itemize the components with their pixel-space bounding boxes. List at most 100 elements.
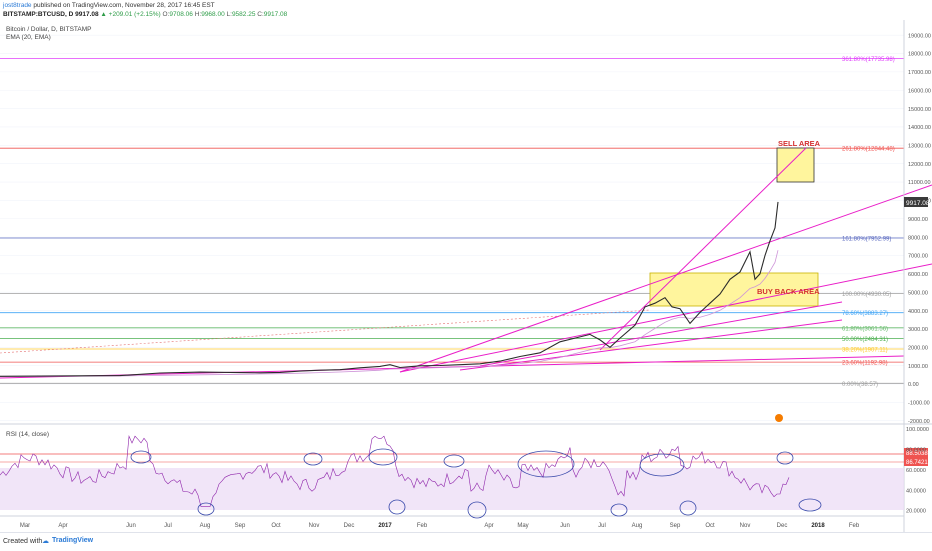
rsi-label: RSI (14, close)	[6, 431, 49, 438]
fib-level-label: 38.20%(1907.11)	[842, 347, 888, 353]
rsi-circle-annotation	[368, 448, 398, 466]
rsi-circles	[130, 448, 822, 519]
rsi-tick-label: 100.0000	[906, 427, 929, 433]
time-tick-label: Oct	[271, 523, 281, 529]
rsi-circle-annotation	[610, 503, 628, 517]
price-tick-label: 7000.00	[908, 254, 928, 260]
price-tick-label: 2000.00	[908, 345, 928, 351]
rsi-series	[0, 435, 790, 507]
time-tick-label: Mar	[20, 523, 30, 529]
open-value: 9708.06	[169, 11, 193, 18]
rsi-circle-annotation	[388, 499, 406, 515]
rsi-tick-label: 60.0000	[906, 468, 926, 474]
rsi-circle-annotation	[679, 500, 697, 516]
fib-level-label: 50.00%(2484.31)	[842, 337, 888, 343]
price-change: ▲ +209.01 (+2.15%)	[100, 11, 161, 18]
published-text: published on TradingView.com, November 2…	[33, 2, 215, 9]
price-chart[interactable]: 361.80%(17735.98) 261.80%(12844.48) 161.80…	[0, 20, 932, 532]
high-label: H:	[194, 11, 202, 18]
price-tick-label: 9000.00	[908, 217, 928, 223]
price-tick-label: 3000.00	[908, 327, 928, 333]
time-tick-label: Jun	[560, 523, 570, 529]
ema-line	[0, 250, 779, 377]
price-axis: 19000.00 18000.00 17000.00 16000.00 15000.00…	[908, 33, 931, 425]
price-tick-label: -2000.00	[908, 419, 930, 425]
price-tick-label: 15000.00	[908, 107, 931, 113]
trend-line	[399, 263, 932, 373]
trend-line	[399, 184, 932, 373]
rsi-axis: 100.0000 80.0000 60.0000 40.0000 20.0000	[906, 427, 929, 515]
rsi-circle-annotation	[776, 451, 794, 465]
rsi-tick-label: 20.0000	[906, 509, 926, 515]
time-axis: Mar Apr Jun Jul Aug Sep Oct Nov Dec 2017 Feb Apr May…	[20, 523, 860, 529]
fib-level-label: 61.80%(3061.56)	[842, 326, 888, 332]
rsi-circle-annotation	[467, 501, 487, 519]
time-tick-label: Sep	[670, 523, 681, 529]
time-tick-label: Oct	[705, 523, 715, 529]
price-tick-label: 11000.00	[908, 180, 931, 186]
trend-line	[479, 301, 843, 367]
fib-level-label: 361.80%(17735.98)	[842, 57, 895, 63]
price-tick-label: 6000.00	[908, 272, 928, 278]
time-tick-label: May	[517, 523, 528, 529]
time-tick-label: Jun	[126, 523, 136, 529]
time-tick-label: Feb	[417, 523, 428, 529]
price-tick-label: 17000.00	[908, 70, 931, 76]
time-tick-label: 2018	[811, 523, 825, 529]
sell-area-label: SELL AREA	[778, 139, 821, 148]
rsi-circle-annotation	[639, 453, 685, 477]
time-tick-label: Aug	[632, 523, 643, 529]
fib-level-label: 100.00%(4930.05)	[842, 292, 891, 298]
price-tick-label: 13000.00	[908, 144, 931, 150]
trend-line	[459, 319, 843, 371]
price-tick-label: 12000.00	[908, 162, 931, 168]
price-tick-label: 19000.00	[908, 33, 931, 39]
rsi-value-tag-2	[904, 457, 928, 466]
close-value: 9917.08	[263, 11, 288, 18]
last-price-tag-text: 9917.08	[906, 200, 930, 207]
rsi-circle-annotation	[130, 450, 152, 464]
close-label: C:	[257, 11, 264, 18]
time-tick-label: Sep	[235, 523, 246, 529]
fib-level-label: 78.60%(3883.27)	[842, 311, 888, 317]
buy-back-area-label: BUY BACK AREA	[757, 287, 820, 296]
price-tick-label: 4000.00	[908, 309, 928, 315]
main-pane-bg	[0, 20, 904, 424]
tradingview-brand[interactable]: TradingView	[52, 537, 94, 544]
open-label: O:	[162, 11, 170, 18]
rsi-circle-annotation	[443, 454, 465, 468]
high-value: 9968.00	[201, 11, 225, 18]
rsi-value-1: 88.5038	[906, 451, 928, 457]
time-tick-label: 2017	[378, 523, 392, 529]
buy-back-zone	[649, 272, 819, 307]
chart-header: jost8trade published on TradingView.com,…	[0, 0, 932, 20]
time-tick-label: Jul	[164, 523, 172, 529]
grid-lines	[0, 34, 904, 422]
author-link[interactable]: jost8trade	[3, 2, 32, 9]
time-tick-label: Apr	[58, 523, 67, 529]
rsi-circle-annotation	[303, 452, 323, 466]
fib-level-label: 261.80%(12844.48)	[842, 147, 895, 153]
time-tick-label: Aug	[200, 523, 211, 529]
indicator-label: EMA (20, EMA)	[6, 34, 51, 41]
time-tick-label: Dec	[344, 523, 355, 529]
trend-line-dashed	[0, 309, 651, 354]
fib-level-label: 0.00%(38.57)	[842, 382, 878, 388]
time-tick-label: Jul	[598, 523, 606, 529]
rsi-circle-annotation	[197, 502, 215, 516]
price-tick-label: 5000.00	[908, 290, 928, 296]
rsi-circle-annotation	[798, 498, 822, 512]
time-tick-label: Feb	[849, 523, 860, 529]
chart-title: Bitcoin / Dollar, D, BITSTAMP	[6, 26, 91, 33]
time-tick-label: Dec	[777, 523, 788, 529]
price-tick-label: 14000.00	[908, 125, 931, 131]
event-icon[interactable]	[775, 414, 783, 422]
rsi-band	[0, 468, 904, 510]
last-price: 9917.08	[75, 11, 99, 18]
price-tick-label: 18000.00	[908, 52, 931, 58]
price-tick-label: 0.00	[908, 382, 919, 388]
symbol-label: BITSTAMP:BTCUSD, D	[3, 11, 74, 18]
rsi-tick-label: 80.0000	[906, 448, 926, 454]
footer: Created with ☁ TradingView	[0, 532, 932, 551]
event-badge[interactable]	[775, 414, 783, 422]
